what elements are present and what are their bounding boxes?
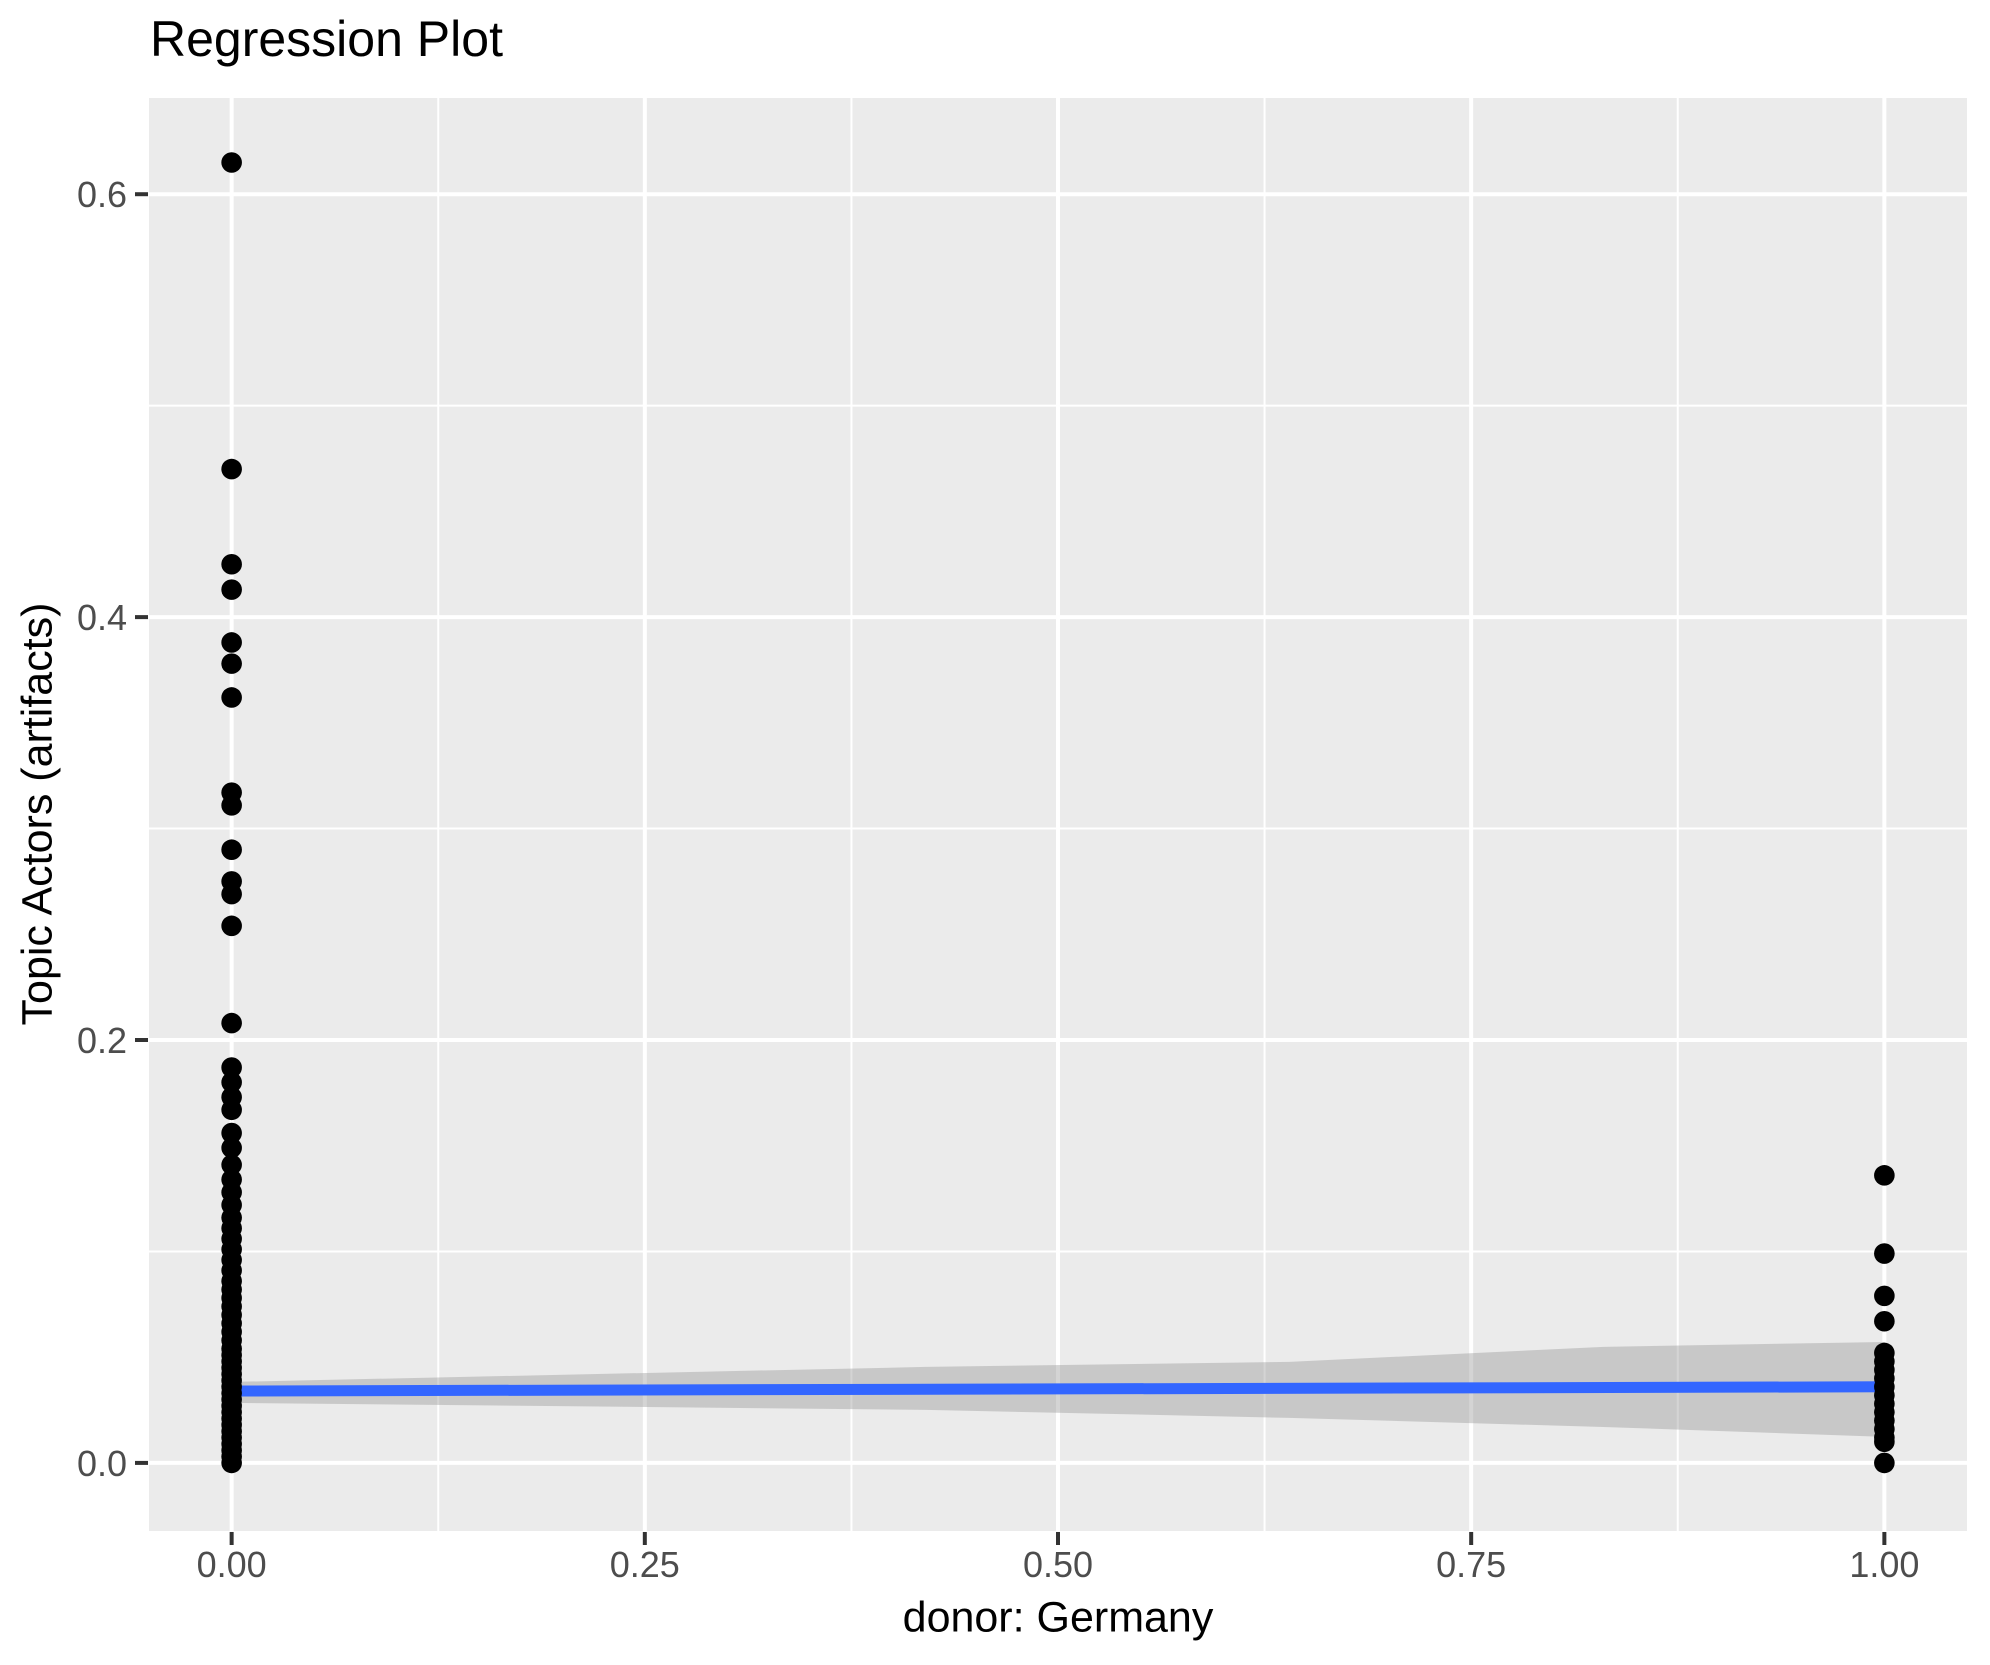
data-point [221,795,242,816]
data-point [221,687,242,708]
data-point [221,1012,242,1034]
data-point [221,152,242,173]
x-tick-label: 0.50 [1023,1544,1093,1585]
data-point [221,1099,242,1121]
data-point [221,883,242,905]
plot-title: Regression Plot [150,11,503,67]
data-point [221,1057,242,1078]
data-point [221,632,242,653]
data-point [1874,1452,1895,1474]
data-point [221,839,242,861]
data-point [221,579,242,600]
y-tick-label: 0.0 [77,1443,127,1484]
data-point [221,1154,242,1176]
data-point [1874,1243,1895,1264]
y-tick-label: 0.2 [77,1020,127,1061]
data-point [221,1452,242,1474]
data-point [1874,1165,1895,1186]
x-tick-label: 0.75 [1436,1544,1506,1585]
data-point [1874,1431,1895,1453]
data-point [221,553,242,575]
data-point [221,1072,242,1093]
data-point [221,653,242,674]
y-axis-title: Topic Actors (artifacts) [13,602,62,1026]
data-point [1874,1285,1895,1307]
x-tick-label: 0.25 [610,1544,680,1585]
data-point [221,1122,242,1144]
x-tick-label: 0.00 [197,1544,267,1585]
data-point [221,915,242,937]
data-point [1874,1310,1895,1332]
data-point [221,458,242,480]
x-axis-title: donor: Germany [902,1593,1214,1642]
y-tick-label: 0.6 [77,174,127,215]
data-point [221,1137,242,1159]
x-tick-label: 1.00 [1849,1544,1919,1585]
regression-line [231,1381,1885,1397]
y-tick-label: 0.4 [77,597,127,638]
